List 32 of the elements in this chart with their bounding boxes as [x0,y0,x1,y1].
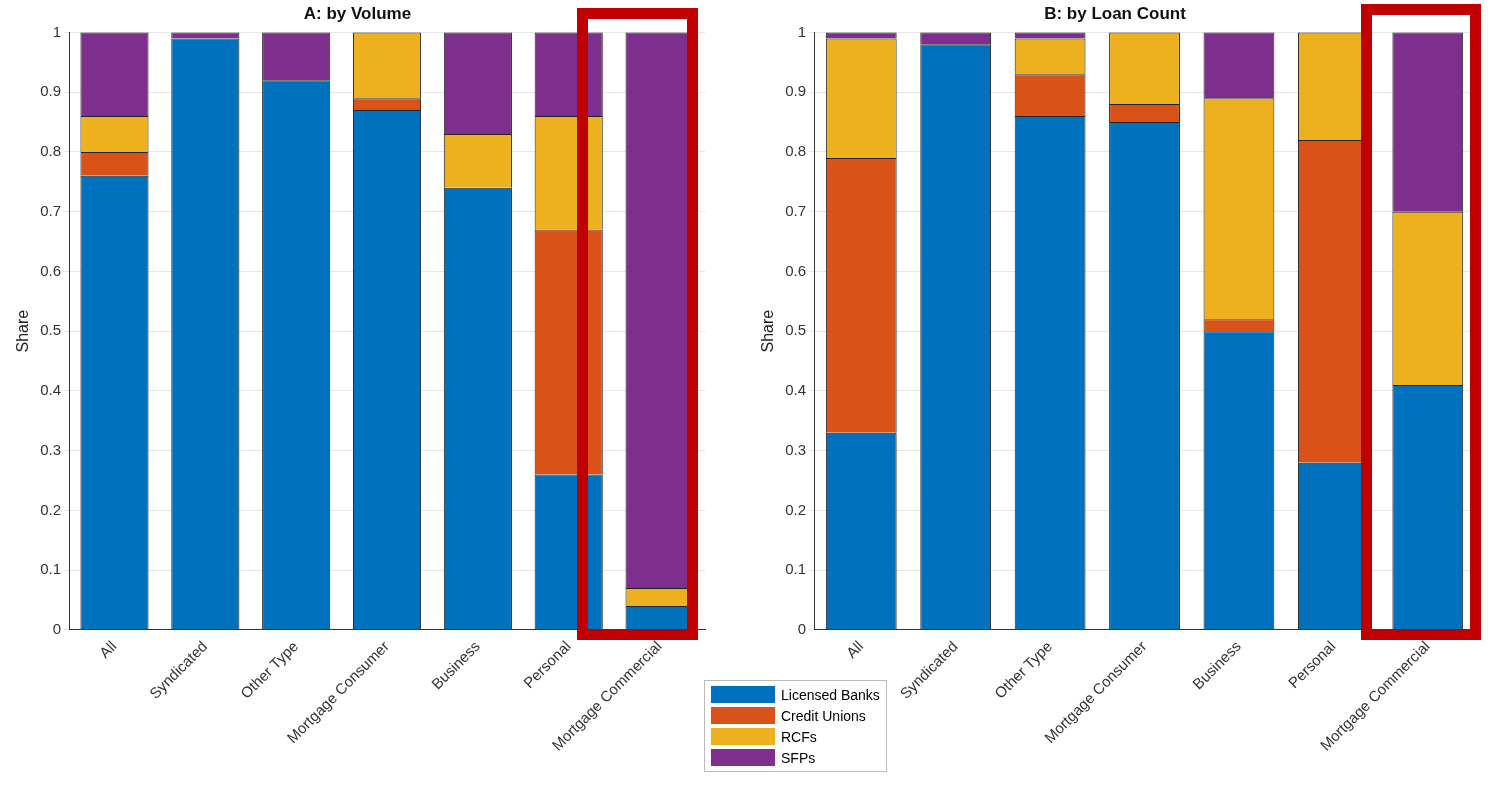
y-tick-label: 0 [797,620,807,638]
y-tick-label: 0.1 [40,560,62,578]
x-tick-label: All [842,637,867,662]
x-tick-label: All [95,637,120,662]
y-tick-label: 0.3 [785,440,807,458]
chart-title: B: by Loan Count [1044,3,1187,23]
y-tick-label: 0.4 [785,381,807,399]
legend-label: SFPs [781,749,816,766]
y-tick-label: 0.8 [40,142,62,160]
y-tick-label: 0.5 [40,321,62,339]
y-tick-label: 0.7 [785,201,807,219]
legend-label: RCFs [781,728,817,745]
y-tick-label: 0.1 [785,560,807,578]
y-tick-label: 1 [797,22,807,40]
y-tick-label: 1 [52,22,62,40]
y-tick-label: 0.9 [40,82,62,100]
y-tick-label: 0.6 [785,261,807,279]
y-tick-label: 0.7 [40,201,62,219]
y-axis-title: Share [759,309,777,353]
y-tick-label: 0.4 [40,381,62,399]
y-tick-label: 0.6 [40,261,62,279]
y-tick-label: 0.3 [40,440,62,458]
chart-title: A: by Volume [303,3,412,23]
y-tick-label: 0.2 [40,500,62,518]
y-tick-label: 0.8 [785,142,807,160]
legend-label: Credit Unions [781,707,866,724]
y-tick-label: 0.5 [785,321,807,339]
y-tick-label: 0 [52,620,62,638]
y-axis-title: Share [14,309,32,353]
legend-label: Licensed Banks [781,686,880,703]
y-tick-label: 0.2 [785,500,807,518]
y-tick-label: 0.9 [785,82,807,100]
